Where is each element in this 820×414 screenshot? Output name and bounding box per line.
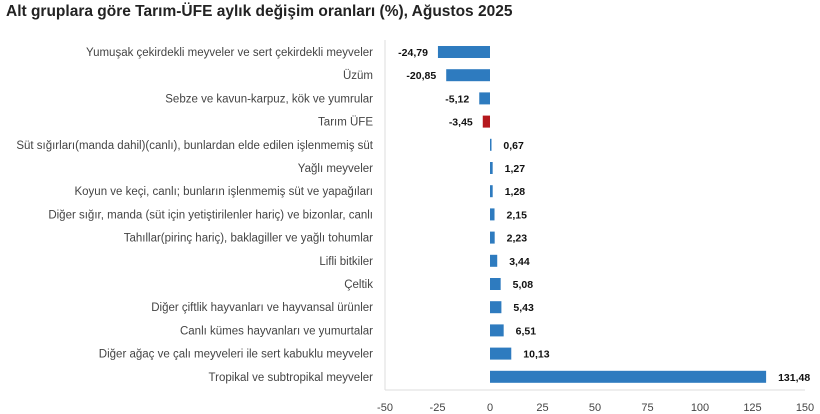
bar xyxy=(490,301,502,314)
bar xyxy=(437,46,490,58)
category-label: Tahıllar(pirinç hariç), baklagiller ve y… xyxy=(124,233,373,245)
category-label: Lifli bitkiler xyxy=(319,256,373,268)
bar xyxy=(482,115,490,128)
category-label: Diğer sığır, manda (süt için yetiştirile… xyxy=(48,209,373,221)
category-label: Tarım ÜFE xyxy=(318,117,373,129)
category-label: Yağlı meyveler xyxy=(298,163,373,175)
x-tick-label: 125 xyxy=(743,402,761,414)
data-label: 1,28 xyxy=(505,186,526,198)
x-tick-label: 100 xyxy=(691,402,709,414)
data-label: 2,15 xyxy=(507,209,528,221)
category-label: Sebze ve kavun-karpuz, kök ve yumrular xyxy=(165,93,373,105)
category-label: Diğer çiftlik hayvanları ve hayvansal ür… xyxy=(151,302,373,314)
x-tick-label: 50 xyxy=(589,402,601,414)
category-label: Tropikal ve subtropikal meyveler xyxy=(209,372,374,384)
bar xyxy=(479,92,490,105)
data-label: 6,51 xyxy=(516,325,537,337)
bar xyxy=(446,69,490,82)
chart-title: Alt gruplara göre Tarım-ÜFE aylık değişi… xyxy=(6,3,513,20)
category-label: Süt sığırları(manda dahil)(canlı), bunla… xyxy=(16,140,373,152)
x-tick-label: 25 xyxy=(536,402,548,414)
data-label: 131,48 xyxy=(778,372,810,384)
data-label: 5,08 xyxy=(513,279,534,291)
x-tick-label: -50 xyxy=(377,402,393,414)
x-tick-label: 0 xyxy=(487,402,493,414)
bar xyxy=(490,185,493,198)
bar xyxy=(490,278,501,290)
bar xyxy=(490,208,495,221)
bar xyxy=(490,254,498,267)
x-tick-label: -25 xyxy=(430,402,446,414)
data-label: -3,45 xyxy=(449,117,473,129)
data-label: 5,43 xyxy=(513,302,534,314)
data-label: -5,12 xyxy=(445,93,469,105)
category-label: Çeltik xyxy=(344,279,373,291)
data-label: 2,23 xyxy=(507,233,528,245)
data-label: -20,85 xyxy=(406,70,436,82)
x-tick-label: 150 xyxy=(796,402,814,414)
category-label: Canlı kümes hayvanları ve yumurtalar xyxy=(180,325,373,337)
category-label: Üzüm xyxy=(343,70,373,82)
bar xyxy=(490,347,512,360)
x-tick-label: 75 xyxy=(641,402,653,414)
category-label: Yumuşak çekirdekli meyveler ve sert çeki… xyxy=(86,47,373,59)
data-label: 3,44 xyxy=(509,256,530,268)
data-label: 1,27 xyxy=(505,163,526,175)
data-label: 10,13 xyxy=(523,349,549,361)
category-label: Diğer ağaç ve çalı meyveleri ile sert ka… xyxy=(99,349,373,361)
category-label: Koyun ve keçi, canlı; bunların işlenmemi… xyxy=(74,186,373,198)
bar xyxy=(490,324,504,337)
bar xyxy=(490,138,492,151)
data-label: 0,67 xyxy=(503,140,524,152)
bar xyxy=(490,231,495,244)
data-label: -24,79 xyxy=(398,47,428,59)
bar xyxy=(490,370,767,383)
bar xyxy=(490,162,493,174)
